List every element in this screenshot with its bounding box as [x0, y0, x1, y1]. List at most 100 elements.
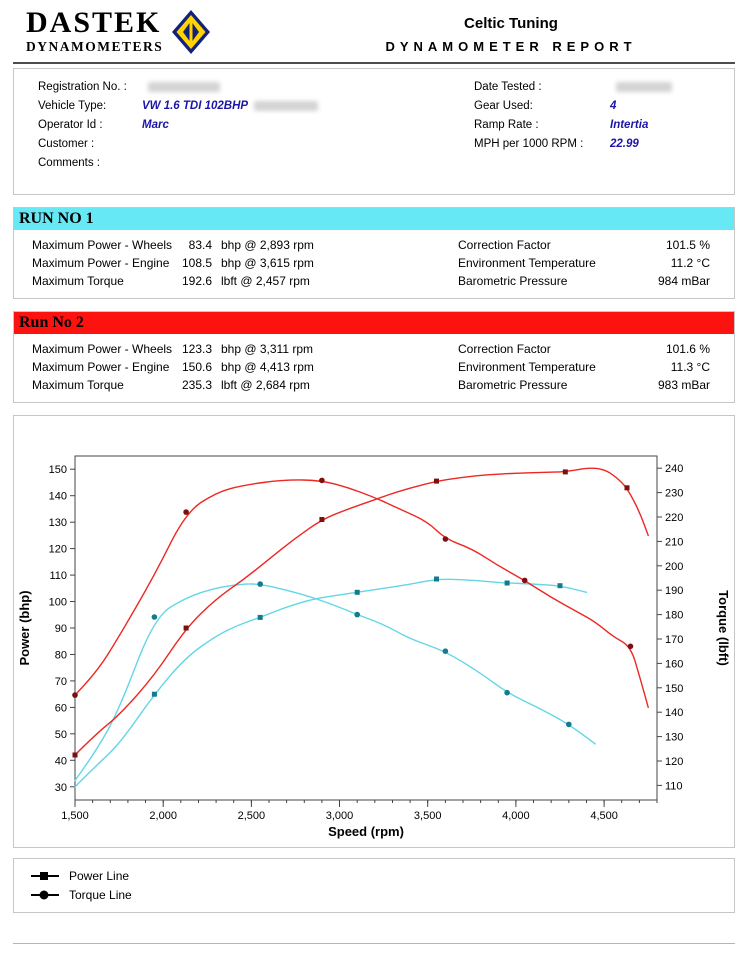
- run1-row-power-engine: Maximum Power - Engine 108.5 bhp @ 3,615…: [14, 254, 734, 272]
- report-title-block: Celtic Tuning DYNAMOMETER REPORT: [288, 8, 734, 54]
- run1-panel: RUN NO 1 Maximum Power - Wheels 83.4 bhp…: [13, 207, 735, 299]
- svg-text:240: 240: [665, 463, 683, 475]
- redacted-date-value: [616, 81, 672, 92]
- svg-text:60: 60: [55, 702, 67, 714]
- svg-text:80: 80: [55, 650, 67, 662]
- stat-unit: bhp @ 3,311 rpm: [221, 342, 314, 356]
- info-column-right: Date Tested : Gear Used: 4 Ramp Rate : I…: [474, 77, 734, 172]
- stat-label: Barometric Pressure: [458, 378, 568, 392]
- stat-unit: bhp @ 4,413 rpm: [221, 360, 314, 374]
- dyno-chart-panel: 1,500 2,000 2,500 3,000 3,500 4,000 4,500 30 40 5…: [13, 415, 735, 848]
- run2-panel: Run No 2 Maximum Power - Wheels 123.3 bh…: [13, 311, 735, 403]
- customer-label: Customer :: [38, 137, 95, 150]
- stat-value: 101.6 %: [665, 342, 710, 356]
- stat-label: Barometric Pressure: [458, 274, 568, 288]
- svg-text:120: 120: [49, 544, 67, 556]
- logo-brand-name: DASTEK: [26, 6, 162, 39]
- power-line-marker-icon: [31, 871, 59, 880]
- comments-label: Comments :: [38, 156, 100, 169]
- stat-value: 150.6: [181, 360, 212, 374]
- svg-text:1,500: 1,500: [61, 810, 89, 822]
- run1-row-torque: Maximum Torque 192.6 lbft @ 2,457 rpm Ba…: [14, 272, 734, 290]
- stat-value: 984 mBar: [657, 274, 710, 288]
- svg-text:220: 220: [665, 512, 683, 524]
- stat-label: Environment Temperature: [458, 360, 596, 374]
- stat-label: Maximum Torque: [32, 378, 124, 392]
- svg-text:90: 90: [55, 623, 67, 635]
- header-divider: [13, 62, 735, 64]
- stat-unit: lbft @ 2,457 rpm: [221, 274, 310, 288]
- svg-text:150: 150: [49, 464, 67, 476]
- vehicle-info-panel: Registration No. : Vehicle Type: VW 1.6 …: [13, 68, 735, 195]
- stat-value: 101.5 %: [665, 238, 710, 252]
- dastek-shield-icon: [172, 10, 211, 54]
- info-row-mph-per-1000rpm: MPH per 1000 RPM : 22.99: [474, 134, 734, 153]
- info-row-vehicle-type: Vehicle Type: VW 1.6 TDI 102BHP: [38, 96, 474, 115]
- stat-label: Maximum Power - Engine: [32, 256, 170, 270]
- stat-value: 108.5: [181, 256, 212, 270]
- torque-line-marker-icon: [31, 890, 59, 899]
- report-header: DASTEK DYNAMOMETERS Celtic Tuning DYNAMO…: [0, 0, 748, 62]
- mph-per-1000rpm-label: MPH per 1000 RPM :: [474, 137, 584, 150]
- run1-title-bar: RUN NO 1: [14, 208, 734, 230]
- info-row-comments: Comments :: [38, 153, 474, 172]
- svg-text:40: 40: [55, 755, 67, 767]
- svg-text:130: 130: [665, 732, 683, 744]
- svg-text:180: 180: [665, 610, 683, 622]
- stat-label: Maximum Power - Engine: [32, 360, 170, 374]
- svg-text:170: 170: [665, 634, 683, 646]
- stat-value: 11.2 °C: [670, 256, 710, 270]
- svg-text:Power (bhp): Power (bhp): [17, 590, 32, 665]
- stat-label: Maximum Power - Wheels: [32, 342, 173, 356]
- svg-text:110: 110: [665, 780, 683, 792]
- stat-unit: bhp @ 2,893 rpm: [221, 238, 314, 252]
- svg-text:140: 140: [665, 707, 683, 719]
- legend-label-torque: Torque Line: [69, 887, 132, 902]
- svg-text:190: 190: [665, 585, 683, 597]
- legend-item-torque-line: Torque Line: [30, 885, 718, 904]
- svg-text:230: 230: [665, 488, 683, 500]
- stat-label: Environment Temperature: [458, 256, 596, 270]
- legend-label-power: Power Line: [69, 868, 130, 883]
- report-title: DYNAMOMETER REPORT: [385, 39, 637, 54]
- date-tested-label: Date Tested :: [474, 80, 542, 93]
- legend-item-power-line: Power Line: [30, 866, 718, 885]
- operator-value: Marc: [142, 118, 169, 131]
- svg-text:150: 150: [665, 683, 683, 695]
- chart-legend-panel: Power Line Torque Line: [13, 858, 735, 913]
- svg-text:100: 100: [49, 597, 67, 609]
- gear-used-value: 4: [610, 99, 617, 112]
- svg-text:2,000: 2,000: [149, 810, 177, 822]
- svg-text:70: 70: [55, 676, 67, 688]
- run2-row-torque: Maximum Torque 235.3 lbft @ 2,684 rpm Ba…: [14, 376, 734, 394]
- svg-text:130: 130: [49, 517, 67, 529]
- svg-text:200: 200: [665, 561, 683, 573]
- stat-value: 123.3: [181, 342, 212, 356]
- run2-row-power-engine: Maximum Power - Engine 150.6 bhp @ 4,413…: [14, 358, 734, 376]
- stat-label: Correction Factor: [458, 238, 551, 252]
- info-row-ramp-rate: Ramp Rate : Intertia: [474, 115, 734, 134]
- ramp-rate-label: Ramp Rate :: [474, 118, 539, 131]
- dastek-logo: DASTEK DYNAMOMETERS: [26, 8, 288, 55]
- logo-brand-subtitle: DYNAMOMETERS: [26, 39, 164, 54]
- svg-text:30: 30: [55, 782, 67, 794]
- logo-text: DASTEK DYNAMOMETERS: [26, 8, 163, 55]
- svg-text:140: 140: [49, 491, 67, 503]
- info-row-date-tested: Date Tested :: [474, 77, 734, 96]
- info-row-customer: Customer :: [38, 134, 474, 153]
- run2-title-bar: Run No 2: [14, 312, 734, 334]
- registration-label: Registration No. :: [38, 80, 127, 93]
- run2-stats: Maximum Power - Wheels 123.3 bhp @ 3,311…: [14, 334, 734, 402]
- svg-text:110: 110: [49, 570, 67, 582]
- company-name: Celtic Tuning: [464, 15, 558, 32]
- svg-text:4,000: 4,000: [502, 810, 530, 822]
- stat-value: 192.6: [181, 274, 212, 288]
- operator-label: Operator Id :: [38, 118, 103, 131]
- svg-text:Speed (rpm): Speed (rpm): [328, 824, 404, 839]
- svg-text:120: 120: [665, 756, 683, 768]
- redacted-vehicle-extra: [254, 100, 319, 111]
- stat-label: Maximum Torque: [32, 274, 124, 288]
- stat-label: Maximum Power - Wheels: [32, 238, 173, 252]
- info-column-left: Registration No. : Vehicle Type: VW 1.6 …: [14, 77, 474, 172]
